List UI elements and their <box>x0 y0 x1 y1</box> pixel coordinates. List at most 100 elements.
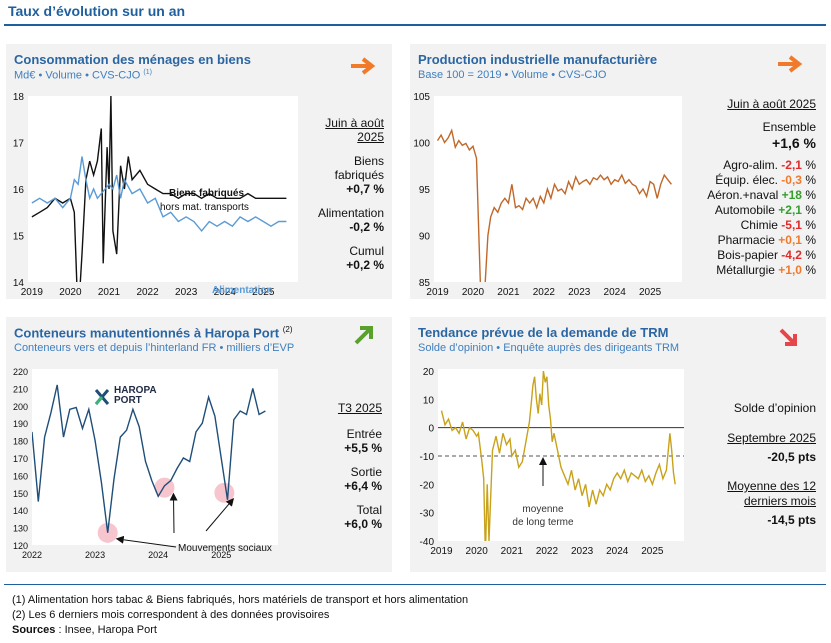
x-tick-label: 2022 <box>536 546 559 557</box>
prod-sector-value: +18 <box>781 188 802 202</box>
y-tick-label: -20 <box>420 480 435 491</box>
trm-plot <box>438 369 684 541</box>
prod-plot <box>434 96 682 282</box>
y-tick-label: 190 <box>13 419 28 429</box>
x-tick-label: 2021 <box>497 287 520 298</box>
panel-conso-title: Consommation des ménages en biens <box>14 52 251 67</box>
x-tick-label: 2024 <box>148 550 168 560</box>
prod-sector-list: Agro-alim. -2,1 % Équip. élec. -0,3 % Aéro… <box>686 158 816 278</box>
annot-long-terme: de long terme <box>512 517 574 528</box>
haropa-side: T3 2025 Entrée +5,5 % Sortie +6,4 % Tota… <box>292 401 382 531</box>
x-tick-label: 2021 <box>501 546 524 557</box>
panel-conso: Consommation des ménages en biens Md€ • … <box>6 44 392 299</box>
x-tick-label: 2024 <box>604 287 627 298</box>
prod-sector-row: Aéron.+naval +18 % <box>686 188 816 203</box>
y-tick-label: 95 <box>419 185 431 196</box>
panel-conso-subtitle: Md€ • Volume • CVS-CJO (1) <box>14 69 152 82</box>
prod-sector-value: -2,1 <box>781 158 802 172</box>
panel-prod-subtitle: Base 100 = 2019 • Volume • CVS-CJO <box>418 69 607 81</box>
panel-haropa: Conteneurs manutentionnés à Haropa Port … <box>6 317 392 572</box>
panel-trm-title: Tendance prévue de la demande de TRM <box>418 325 669 340</box>
x-tick-label: 2024 <box>214 287 237 298</box>
annot-alimentation: Alimentation <box>212 285 273 296</box>
y-tick-label: -30 <box>420 509 435 520</box>
haropa-logo-icon <box>94 389 110 405</box>
highlight-circle <box>214 482 235 503</box>
prod-sector-row: Pharmacie +0,1 % <box>686 233 816 248</box>
x-tick-label: 2025 <box>641 546 664 557</box>
prod-sector-unit: % <box>801 233 816 247</box>
prod-sector-label: Agro-alim. <box>723 158 782 172</box>
prod-sector-value: +2,1 <box>778 203 802 217</box>
panel-haropa-subtitle: Conteneurs vers et depuis l’hinterland F… <box>14 342 295 354</box>
panel-prod-title: Production industrielle manufacturière <box>418 52 658 67</box>
title-rule <box>4 24 826 26</box>
panel-trm-subtitle: Solde d’opinion • Enquête auprès des dir… <box>418 342 680 354</box>
annot-mouvements-sociaux: Mouvements sociaux <box>178 543 272 554</box>
haropa-item-label-0: Entrée <box>346 427 382 441</box>
haropa-item-value-1: +6,4 % <box>344 479 382 493</box>
x-tick-label: 2019 <box>21 287 44 298</box>
prod-sector-label: Bois-papier <box>717 248 782 262</box>
x-tick-label: 2023 <box>571 546 594 557</box>
y-tick-label: 10 <box>423 395 435 406</box>
x-tick-label: 2025 <box>211 550 231 560</box>
prod-sector-unit: % <box>801 188 816 202</box>
prod-sector-value: -4,2 <box>781 248 802 262</box>
trm-period2: Moyenne des 12 derniers mois <box>727 479 816 508</box>
haropa-chart: 120 130 140 150 160 170 180 190 200 210 220 2022 202… <box>13 367 272 560</box>
prod-sector-row: Équip. élec. -0,3 % <box>686 173 816 188</box>
x-tick-label: 2021 <box>98 287 121 298</box>
haropa-logo: HAROPA PORT <box>94 385 174 411</box>
y-tick-label: 16 <box>13 185 25 196</box>
panel-haropa-title: Conteneurs manutentionnés à Haropa Port … <box>14 325 293 341</box>
footer-rule <box>4 584 826 585</box>
conso-item-label-2: Cumul <box>349 244 384 258</box>
x-tick-label: 2025 <box>639 287 662 298</box>
y-tick-label: -40 <box>420 537 435 548</box>
y-tick-label: 0 <box>428 424 434 435</box>
panel-prod: Production industrielle manufacturière B… <box>410 44 826 299</box>
footnote-2: (2) Les 6 derniers mois correspondent à … <box>12 609 330 621</box>
prod-side: Juin à août 2025 Ensemble +1,6 % Agro-al… <box>686 97 816 278</box>
y-tick-label: 120 <box>13 541 28 551</box>
series-line-0 <box>440 371 676 541</box>
y-tick-label: 14 <box>13 278 25 289</box>
x-tick-label: 2023 <box>85 550 105 560</box>
haropa-item-label-2: Total <box>356 503 382 517</box>
y-tick-label: 160 <box>13 471 28 481</box>
prod-sector-row: Bois-papier -4,2 % <box>686 248 816 263</box>
prod-sector-value: -0,3 <box>781 173 802 187</box>
x-tick-label: 2020 <box>59 287 82 298</box>
y-tick-label: 18 <box>13 92 25 103</box>
y-tick-label: 140 <box>13 506 28 516</box>
annot-biens-fabriques: Biens fabriqués <box>169 188 244 199</box>
y-tick-label: -10 <box>420 452 435 463</box>
prod-sector-label: Métallurgie <box>716 263 779 277</box>
trm-side-label: Solde d’opinion <box>733 401 816 415</box>
x-tick-label: 2022 <box>22 550 42 560</box>
x-tick-label: 2020 <box>462 287 485 298</box>
prod-total-value: +1,6 % <box>772 135 816 151</box>
trm-side: Solde d’opinion Septembre 2025 -20,5 pts… <box>706 401 816 528</box>
x-tick-label: 2019 <box>426 287 449 298</box>
prod-sector-label: Pharmacie <box>717 233 779 247</box>
prod-sector-unit: % <box>801 203 816 217</box>
prod-sector-unit: % <box>801 263 816 277</box>
annot-hors-mat-transports: hors mat. transports <box>160 202 249 213</box>
prod-sector-value: +1,0 <box>778 263 802 277</box>
haropa-logo-text: HAROPA PORT <box>114 385 157 406</box>
prod-sector-unit: % <box>801 248 816 262</box>
prod-sector-row: Agro-alim. -2,1 % <box>686 158 816 173</box>
haropa-item-label-1: Sortie <box>350 465 382 479</box>
x-tick-label: 2024 <box>606 546 629 557</box>
page-title: Taux d’évolution sur un an <box>8 3 186 19</box>
prod-sector-label: Équip. élec. <box>715 173 782 187</box>
annot-arrow <box>169 492 178 534</box>
annot-moyenne: moyenne <box>522 504 564 515</box>
arrow-down-right-icon <box>779 328 797 346</box>
prod-sector-unit: % <box>801 158 816 172</box>
x-tick-label: 2023 <box>175 287 198 298</box>
y-tick-label: 15 <box>13 232 25 243</box>
trm-value2: -14,5 pts <box>767 513 816 527</box>
